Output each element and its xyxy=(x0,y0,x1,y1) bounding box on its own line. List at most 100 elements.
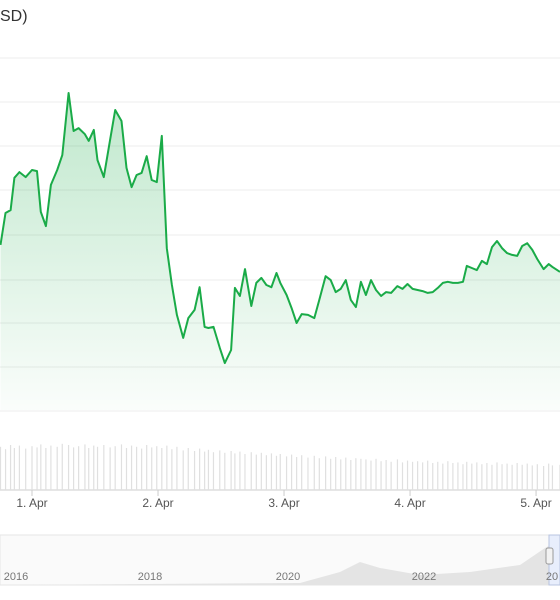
volume-bar xyxy=(255,454,257,490)
volume-bar xyxy=(481,464,483,490)
volume-bar xyxy=(67,445,70,490)
volume-bar xyxy=(151,447,153,490)
volume-bar xyxy=(224,452,226,490)
volume-bar xyxy=(427,460,429,490)
volume-bar xyxy=(199,448,201,490)
volume-bar xyxy=(120,444,123,490)
volume-bar xyxy=(511,464,513,490)
volume-bar xyxy=(290,454,293,490)
volume-bar xyxy=(345,457,347,490)
volume-bar xyxy=(548,463,550,490)
volume-bar xyxy=(307,457,309,490)
volume-bar xyxy=(187,448,189,490)
volume-bar xyxy=(325,456,327,490)
volume-bar xyxy=(466,461,468,490)
volume-bar xyxy=(36,447,38,490)
volume-bar xyxy=(335,457,337,490)
volume-bar xyxy=(125,448,128,490)
volume-bar xyxy=(457,462,459,490)
volume-bar xyxy=(350,460,352,490)
volume-bar xyxy=(166,445,168,490)
volume-bar xyxy=(476,462,478,490)
volume-bar xyxy=(279,454,281,490)
volume-bar xyxy=(93,445,95,490)
volume-bar xyxy=(265,455,267,490)
volume-bar xyxy=(390,461,392,490)
volume-bar xyxy=(285,456,288,490)
volume-bar xyxy=(103,445,105,490)
volume-bar xyxy=(340,459,342,490)
volume-bar xyxy=(270,453,273,490)
volume-bar xyxy=(25,448,27,490)
volume-bar xyxy=(161,448,163,490)
volume-bar xyxy=(135,446,138,490)
volume-bar xyxy=(491,464,493,490)
volume-bar xyxy=(193,451,196,490)
volume-bar xyxy=(0,446,2,490)
volume-bar xyxy=(146,445,148,490)
volume-bar xyxy=(318,458,320,490)
x-tick-label: 4. Apr xyxy=(394,496,425,510)
volume-bar xyxy=(230,451,232,490)
navigator-label: 2020 xyxy=(276,571,300,583)
volume-bar xyxy=(330,458,332,490)
x-tick-label: 5. Apr xyxy=(520,496,551,510)
volume-bar xyxy=(301,455,303,490)
navigator-label: 2022 xyxy=(412,571,436,583)
volume-bar xyxy=(401,462,404,490)
volume-bar xyxy=(516,463,518,490)
volume-bar xyxy=(109,447,111,490)
volume-bar xyxy=(114,446,116,490)
volume-bar xyxy=(260,452,262,490)
volume-bar xyxy=(296,457,298,490)
volume-bar xyxy=(56,446,58,490)
volume-bar xyxy=(471,463,473,490)
volume-bar xyxy=(18,445,21,490)
volume-bar xyxy=(244,454,246,490)
volume-bar xyxy=(526,463,528,490)
volume-bar xyxy=(50,445,52,490)
volume-bar xyxy=(204,451,206,490)
area xyxy=(0,93,560,410)
volume-bar xyxy=(521,464,523,490)
volume-bar xyxy=(536,464,538,490)
volume-bar xyxy=(422,462,424,490)
navigator-label: 20 xyxy=(546,571,558,583)
volume-bar xyxy=(130,445,133,490)
volume-bar xyxy=(452,463,454,490)
volume-bar xyxy=(411,461,414,490)
volume-bar xyxy=(182,450,184,490)
volume-bar xyxy=(375,458,377,490)
volume-bar xyxy=(501,464,503,490)
volume-bar xyxy=(9,445,12,490)
volume-bar xyxy=(486,463,488,490)
volume-bar xyxy=(171,449,173,490)
volume-bar xyxy=(72,447,75,490)
volume-bar xyxy=(406,460,409,490)
volume-bar xyxy=(360,458,362,490)
x-tick-label: 2. Apr xyxy=(142,496,173,510)
volume-bar xyxy=(437,461,439,490)
volume-bar xyxy=(506,463,508,490)
volume-bar xyxy=(45,448,47,490)
volume-bar xyxy=(234,453,236,490)
volume-bar xyxy=(380,461,382,490)
volume-bar xyxy=(396,459,399,490)
volume-bar xyxy=(250,452,252,490)
volume-bar xyxy=(96,446,99,490)
volume-bar xyxy=(219,450,221,490)
volume-bar xyxy=(370,460,372,490)
volume-bar xyxy=(61,443,63,490)
volume-bar xyxy=(40,444,42,490)
volume-bar xyxy=(531,465,533,490)
volume-bar xyxy=(78,446,80,490)
navigator-label: 2018 xyxy=(138,571,162,583)
volume-bar xyxy=(212,452,215,490)
volume-bar xyxy=(385,460,387,490)
x-tick-label: 3. Apr xyxy=(268,496,299,510)
volume-bar xyxy=(141,448,143,490)
volume-bar xyxy=(207,449,210,490)
volume-bar xyxy=(313,455,315,490)
volume-bar xyxy=(551,465,554,490)
volume-bar xyxy=(496,462,498,490)
